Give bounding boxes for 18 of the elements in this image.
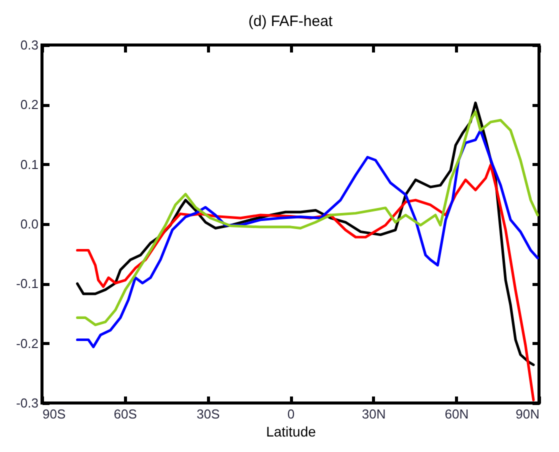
x-tick-label: 30S [196, 406, 220, 422]
x-tick-label: 90S [42, 406, 66, 422]
line-series [76, 129, 539, 348]
x-tick-label: 90N [516, 406, 540, 422]
y-tick-label: 0.1 [20, 156, 38, 172]
y-tick-label: 0.2 [20, 97, 38, 112]
x-tick-label: 0 [287, 406, 295, 422]
x-tick-label: 30N [362, 406, 386, 422]
chart-title: (d) FAF-heat [248, 13, 334, 30]
x-axis-title: Latitude [266, 424, 316, 440]
y-tick-label: -0.1 [16, 276, 38, 292]
y-tick-label: 0.3 [20, 38, 38, 52]
line-series [76, 110, 539, 326]
x-tick-label: 60S [114, 406, 138, 422]
y-tick-label: -0.2 [16, 336, 38, 351]
x-tick-label: 60N [444, 406, 469, 422]
y-tick-label: 0.0 [20, 216, 38, 232]
y-tick-label: -0.3 [16, 396, 38, 410]
